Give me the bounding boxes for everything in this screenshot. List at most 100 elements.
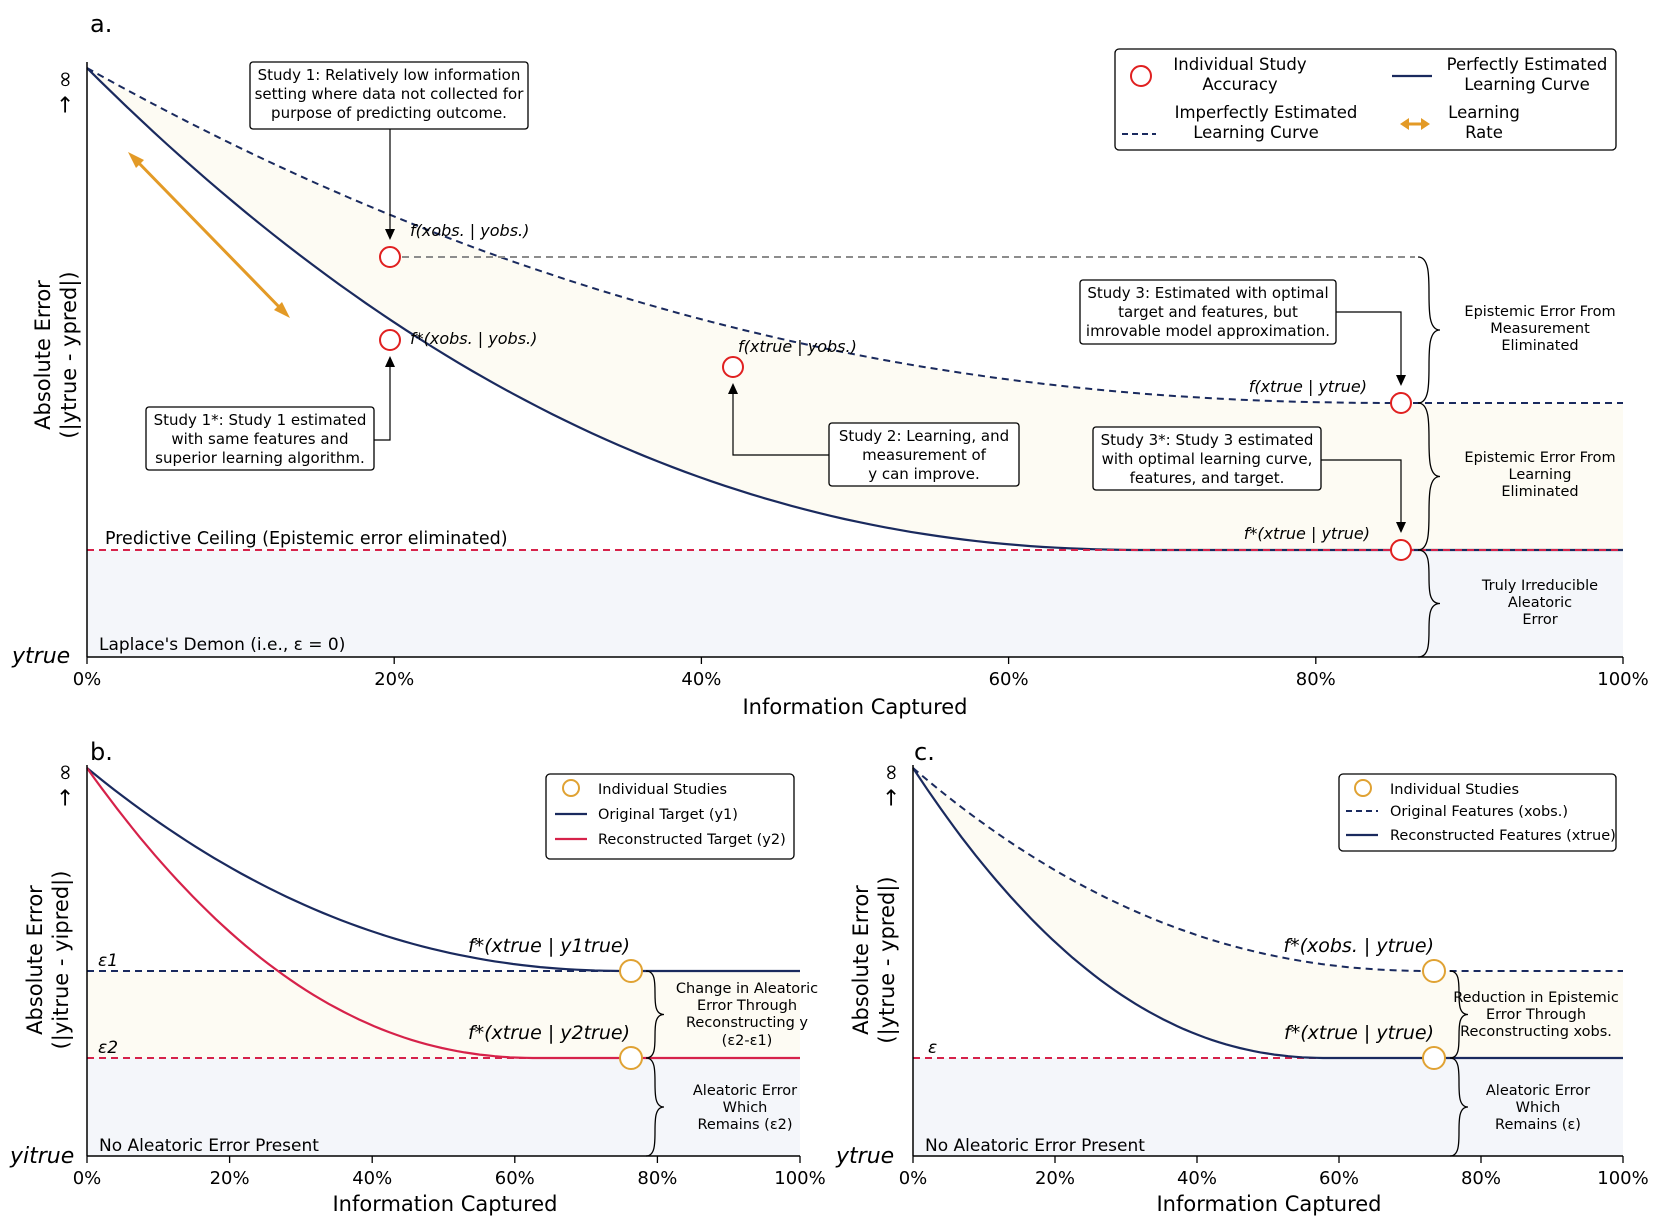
predictive-ceiling-label: Predictive Ceiling (Epistemic error elim… [105, 529, 508, 549]
legend-studies-marker [562, 779, 580, 797]
eps-label: ε [928, 1038, 937, 1058]
svg-text:Study 3*: Study 3 estimated: Study 3*: Study 3 estimated [1101, 431, 1314, 449]
x-ticks: 0% 20% 40% 60% 80% 100% [73, 1156, 826, 1189]
legend-original-label: Original Features (xobs.) [1390, 804, 1568, 820]
svg-text:Reconstructing y: Reconstructing y [686, 1015, 808, 1031]
svg-text:purpose of predicting outcome.: purpose of predicting outcome. [271, 104, 507, 122]
point-label-study1: f(xobs. | yobs.) [410, 221, 529, 240]
legend-study-marker [1130, 65, 1152, 87]
brace-remains-label: Aleatoric Error Which Remains (ε2) [693, 1083, 797, 1133]
svg-text:Absolute Error: Absolute Error [849, 885, 873, 1035]
x-ticks: 0% 20% 40% 60% 80% 100% [73, 657, 1649, 690]
x-tick-label: 20% [374, 669, 414, 690]
x-tick-label: 100% [774, 1168, 825, 1189]
svg-text:Absolute Error: Absolute Error [23, 885, 47, 1035]
svg-text:Study 1*: Study 1 estimated: Study 1*: Study 1 estimated [154, 411, 367, 429]
panel-label: c. [914, 738, 935, 766]
aleatoric-remaining-region [87, 1058, 800, 1156]
study3star-arrow [1321, 459, 1402, 525]
study-marker-top [1422, 959, 1446, 983]
brace-measurement [1417, 256, 1441, 404]
svg-text:Absolute Error: Absolute Error [31, 280, 55, 430]
svg-text:Aleatoric: Aleatoric [1508, 595, 1572, 611]
x-tick-label: 40% [352, 1168, 392, 1189]
svg-text:Which: Which [723, 1100, 768, 1116]
x-tick-label: 100% [1597, 1168, 1648, 1189]
study2-arrow [732, 390, 829, 456]
study1-box: Study 1: Relatively low information sett… [249, 61, 529, 130]
brace-change-label: Change in Aleatoric Error Through Recons… [676, 981, 818, 1049]
legend-original-label: Original Target (y1) [598, 807, 738, 823]
panel-b: 0% 20% 40% 60% 80% 100% b. Information Captur… [9, 738, 826, 1216]
brace-reduction-label: Reduction in Epistemic Error Through Rec… [1453, 990, 1619, 1040]
perfect-learning-curve [86, 67, 1623, 552]
brace-measurement-label: Epistemic Error From Measurement Elimina… [1464, 304, 1615, 354]
svg-text:Eliminated: Eliminated [1501, 484, 1578, 500]
svg-text:Error Through: Error Through [697, 998, 797, 1014]
study-marker-top [619, 959, 643, 983]
study1-marker [379, 246, 401, 268]
y-axis-label: Absolute Error (|ytrue - ypred|) [849, 876, 900, 1043]
x-tick-label: 60% [495, 1168, 535, 1189]
x-tick-label: 100% [1597, 669, 1648, 690]
svg-text:Aleatoric Error: Aleatoric Error [693, 1083, 797, 1099]
no-aleatoric-label: No Aleatoric Error Present [925, 1136, 1145, 1156]
study3star-marker [1390, 539, 1412, 561]
svg-text:target and features, but: target and features, but [1118, 303, 1298, 321]
svg-text:Learning: Learning [1509, 467, 1572, 483]
study3-arrowhead [1396, 375, 1406, 386]
svg-text:Study 2: Learning, and: Study 2: Learning, and [839, 427, 1009, 445]
svg-text:(ε2-ε1): (ε2-ε1) [722, 1033, 773, 1049]
svg-text:Change in Aleatoric: Change in Aleatoric [676, 981, 818, 997]
original-target-curve [86, 767, 800, 973]
study3-box: Study 3: Estimated with optimal target a… [1079, 279, 1337, 345]
x-tick-label: 80% [1461, 1168, 1501, 1189]
eps2-label: ε2 [98, 1038, 118, 1058]
svg-text:with same features and: with same features and [171, 430, 348, 448]
y-axis-label: Absolute Error (|ytrue - ypred|) [31, 271, 82, 438]
svg-text:Error Through: Error Through [1486, 1007, 1586, 1023]
no-aleatoric-label: No Aleatoric Error Present [99, 1136, 319, 1156]
legend-perfect-label: Perfectly Estimated Learning Curve [1447, 55, 1608, 94]
panel-label: a. [90, 10, 112, 38]
legend-rate-label: Learning Rate [1448, 103, 1520, 142]
point-label-bottom: f*(xtrue | y2true) [468, 1022, 630, 1044]
aleatoric-region [87, 550, 1623, 657]
panel-label: b. [90, 738, 113, 766]
svg-text:imrovable model approximation.: imrovable model approximation. [1086, 322, 1330, 340]
svg-text:measurement of: measurement of [862, 446, 987, 464]
svg-text:Epistemic Error From: Epistemic Error From [1464, 304, 1615, 320]
x-tick-label: 40% [681, 669, 721, 690]
svg-text:Remains (ε2): Remains (ε2) [697, 1117, 792, 1133]
aleatoric-change-region [87, 971, 800, 1058]
legend-reconstructed-label: Reconstructed Target (y2) [598, 832, 786, 848]
point-label-study2: f(xtrue | yobs.) [738, 337, 857, 356]
brace-remains [1449, 1057, 1469, 1157]
svg-text:with optimal learning curve,: with optimal learning curve, [1102, 450, 1313, 468]
learning-rate-arrow [128, 152, 290, 318]
imperfect-learning-curve [86, 67, 1401, 404]
study-marker-bottom [619, 1046, 643, 1070]
svg-text:Study 1: Relatively low inform: Study 1: Relatively low information [258, 66, 521, 84]
brace-remains [645, 1057, 665, 1157]
brace-learning [1417, 402, 1441, 551]
point-label-top: f*(xtrue | y1true) [468, 935, 630, 957]
reconstructed-target-curve [86, 767, 800, 1060]
y-top-infinity: → ∞ [53, 763, 78, 807]
svg-text:features, and target.: features, and target. [1130, 469, 1285, 487]
legend-c: Individual Studies Original Features (xo… [1338, 773, 1617, 852]
point-label-study1star: f*(xobs. | yobs.) [410, 329, 537, 348]
legend-a: Individual Study Accuracy Imperfectly Est… [1114, 48, 1617, 151]
legend-rate-icon [1400, 118, 1430, 130]
x-tick-label: 20% [210, 1168, 250, 1189]
study1star-box: Study 1*: Study 1 estimated with same fe… [145, 406, 375, 471]
svg-text:(|ytrue - ypred|): (|ytrue - ypred|) [57, 271, 82, 438]
x-axis-label: Information Captured [332, 1192, 557, 1216]
panel-c: 0% 20% 40% 60% 80% 100% c. Information Captur… [835, 738, 1649, 1216]
panel-a: 0% 20% 40% 60% 80% 100% a. Information Captur… [11, 10, 1649, 719]
svg-text:Reduction in Epistemic: Reduction in Epistemic [1453, 990, 1619, 1006]
x-ticks: 0% 20% 40% 60% 80% 100% [899, 1156, 1649, 1189]
point-label-study3star: f*(xtrue | ytrue) [1244, 524, 1370, 543]
svg-text:Epistemic Error From: Epistemic Error From [1464, 450, 1615, 466]
